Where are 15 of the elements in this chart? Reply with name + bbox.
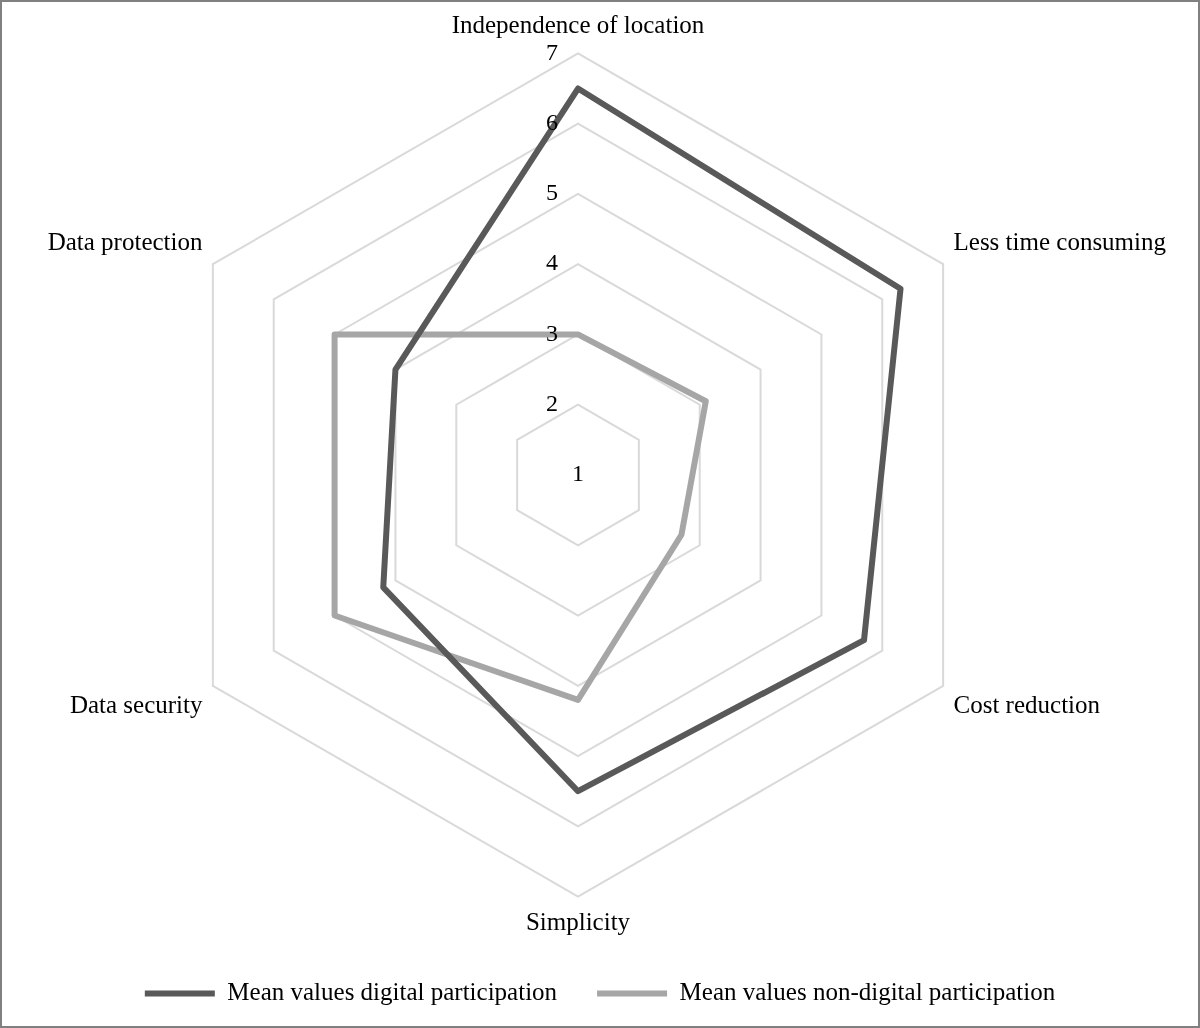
spoke-label: Less time consuming: [953, 227, 1167, 255]
y-tick-label: 5: [546, 179, 558, 206]
y-tick-label: 3: [546, 319, 558, 346]
spoke-label: Cost reduction: [953, 691, 1101, 719]
y-tick-label: 4: [546, 249, 558, 276]
spoke-label: Simplicity: [525, 908, 631, 936]
spoke-label: Data security: [69, 691, 203, 719]
y-tick-label: 2: [546, 390, 558, 417]
spoke-label: Independence of location: [451, 10, 705, 38]
y-tick-label: 6: [546, 108, 558, 135]
y-tick-label: 1: [572, 460, 584, 487]
legend-label: Mean values digital participation: [227, 978, 558, 1006]
y-tick-label: 7: [546, 38, 558, 65]
legend-label: Mean values non-digital participation: [679, 978, 1056, 1006]
spoke-label: Data protection: [47, 227, 203, 255]
